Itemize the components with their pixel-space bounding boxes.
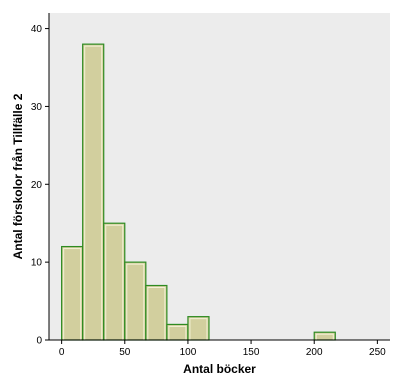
x-tick-label: 250 (369, 347, 386, 358)
x-tick-label: 200 (306, 347, 323, 358)
x-tick-label: 50 (119, 347, 131, 358)
histogram-bar-body (104, 223, 125, 340)
histogram-bar-body (125, 262, 146, 340)
y-ticks: 0 10 20 30 40 (31, 24, 49, 346)
histogram-bar-body (146, 286, 167, 341)
histogram-bar (188, 317, 209, 340)
histogram-bar (167, 324, 188, 340)
histogram-bar (62, 247, 83, 340)
histogram-bar (146, 286, 167, 341)
histogram-bar (314, 332, 335, 340)
histogram-bar-body (314, 332, 335, 340)
x-tick-label: 0 (59, 347, 65, 358)
histogram-bar (83, 44, 104, 340)
x-tick-label: 150 (243, 347, 260, 358)
y-tick-label: 10 (31, 258, 43, 269)
histogram-bar (125, 262, 146, 340)
y-axis-title: Antal förskolor från Tillfälle 2 (11, 93, 25, 259)
x-axis-title: Antal böcker (183, 362, 256, 376)
y-tick-label: 30 (31, 102, 43, 113)
y-tick-label: 20 (31, 180, 43, 191)
x-tick-label: 100 (180, 347, 197, 358)
histogram-bar-body (62, 247, 83, 340)
histogram-bar (104, 223, 125, 340)
y-tick-label: 0 (36, 336, 42, 347)
x-ticks: 0 50 100 150 200 250 (59, 340, 386, 358)
histogram-bar-body (83, 44, 104, 340)
y-tick-label: 40 (31, 24, 43, 35)
histogram-bar-body (188, 317, 209, 340)
